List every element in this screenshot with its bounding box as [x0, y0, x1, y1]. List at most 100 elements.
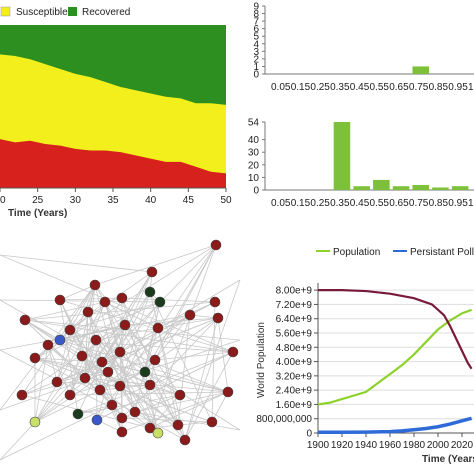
network-edge	[34, 357, 213, 423]
line-y-ticks: 0 800,000,000 1.60e+9 2.40e+9 3.20e+9 4.00e+9…	[256, 286, 318, 440]
network-node	[152, 322, 164, 334]
network-node	[94, 384, 106, 396]
network-node	[116, 292, 128, 304]
network-edge	[121, 297, 159, 434]
network-node	[116, 412, 128, 424]
network-edge	[134, 301, 161, 413]
network-node	[64, 389, 76, 401]
network-edge	[34, 301, 161, 359]
network-node	[64, 324, 76, 336]
network-node	[42, 339, 54, 351]
network-edge	[24, 319, 241, 341]
network-edge	[95, 339, 159, 434]
y-tick-label: 1	[253, 62, 259, 73]
network-edge	[94, 244, 217, 286]
y-tick-label: 4	[253, 39, 259, 50]
network-node	[119, 319, 131, 331]
x-tick-label: 0.25	[310, 82, 330, 93]
network-node	[152, 427, 164, 439]
area-legend: Susceptible Recovered	[0, 6, 130, 18]
network-node	[76, 350, 88, 362]
y-tick-label: 20	[248, 160, 260, 171]
network-edge	[149, 391, 229, 429]
hist-top-bars	[412, 66, 430, 74]
y-tick-label: 9	[253, 2, 259, 13]
network-node	[99, 296, 111, 308]
network-edge	[84, 311, 89, 379]
y-tick-label: 3.20e+9	[276, 371, 313, 382]
network-node	[222, 386, 234, 398]
legend-label-susceptible: Susceptible	[16, 7, 68, 18]
y-tick-label: 0	[306, 429, 312, 440]
network-node	[144, 286, 156, 298]
network-edge	[59, 297, 123, 301]
x-tick-label: 1	[468, 198, 474, 209]
line-series	[317, 289, 473, 435]
x-tick-label: 1960	[379, 440, 402, 451]
x-tick-label: 0.95	[448, 198, 468, 209]
area-x-tick-label: 25	[32, 195, 44, 206]
x-tick-label: 0.85	[429, 198, 449, 209]
x-tick-label: 2000	[427, 440, 450, 451]
network-node	[116, 426, 128, 438]
area-x-ticks: 20 25 30 35 40 45 50	[0, 188, 232, 206]
network-edge	[184, 317, 219, 441]
y-tick-label: 6.40e+9	[276, 314, 313, 325]
network-node	[206, 416, 218, 428]
network-edge	[99, 371, 146, 391]
network-edge	[119, 301, 161, 353]
bar-0.85	[432, 187, 449, 190]
x-tick-label: 0.45	[350, 198, 370, 209]
y-tick-label: 4.80e+9	[276, 343, 313, 354]
network-edge	[0, 299, 161, 303]
network-edge	[104, 301, 179, 426]
network-edge	[24, 319, 234, 353]
line-x-axis-label: Time (Years)	[422, 454, 474, 465]
x-tick-label: 1920	[331, 440, 354, 451]
area-x-axis-label: Time (Years)	[8, 208, 67, 219]
network-node	[106, 399, 118, 411]
network-edge	[21, 377, 86, 396]
y-tick-label: 5	[253, 32, 259, 43]
legend-label-population: Population	[333, 247, 380, 258]
network-node	[139, 366, 151, 378]
x-tick-label: 0.25	[310, 198, 330, 209]
bar-0.55	[373, 179, 390, 190]
network-node	[79, 372, 91, 384]
network-edge	[154, 244, 217, 361]
network-edge	[119, 351, 151, 386]
network-edge	[149, 291, 213, 423]
y-tick-label: 8	[253, 9, 259, 20]
network-node	[174, 389, 186, 401]
x-tick-label: 1980	[403, 440, 426, 451]
network-edge	[34, 344, 49, 423]
network-node	[114, 380, 126, 392]
network-node	[144, 422, 156, 434]
network-edge	[24, 319, 83, 357]
network-edge	[211, 301, 216, 423]
x-tick-label: 0.65	[389, 82, 409, 93]
y-tick-label: 800,000,000	[256, 414, 312, 425]
network-edge	[107, 271, 153, 373]
network-edge	[121, 317, 219, 419]
legend-label-pollution: Persistant Pollution	[410, 247, 474, 258]
bar-0.95	[451, 186, 469, 190]
area-x-tick-label: 35	[107, 195, 119, 206]
y-tick-label: 4.00e+9	[276, 357, 313, 368]
x-tick-label: 2020	[451, 440, 474, 451]
network-edge	[177, 421, 213, 426]
x-tick-label: 0.35	[330, 198, 350, 209]
legend-label-recovered: Recovered	[82, 7, 130, 18]
x-tick-label: 0.95	[448, 82, 468, 93]
bar-0.75	[412, 66, 430, 74]
network-node	[227, 346, 239, 358]
x-tick-label: 0.15	[291, 82, 311, 93]
network-edge	[0, 324, 126, 461]
network-edge	[34, 389, 101, 423]
network-edge	[154, 351, 234, 361]
y-tick-label: 30	[248, 148, 260, 159]
area-x-tick-label: 20	[0, 195, 6, 206]
area-x-tick-label: 45	[183, 195, 195, 206]
network-edge	[144, 244, 217, 373]
